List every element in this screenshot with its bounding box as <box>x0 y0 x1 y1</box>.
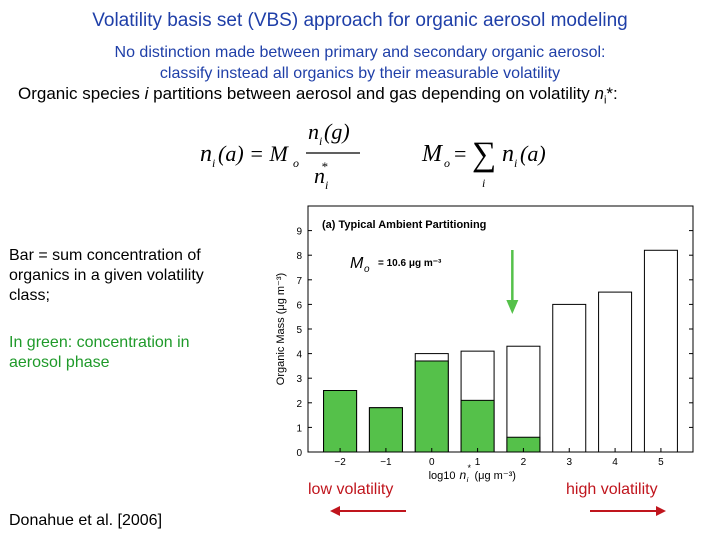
eq2-sigma: ∑ <box>472 136 496 173</box>
x-tick-label: 5 <box>658 457 664 468</box>
total-bar <box>552 303 587 453</box>
eq1-num: n <box>308 119 319 144</box>
y-tick-label: 2 <box>296 399 302 410</box>
partition-text-end: *: <box>606 84 618 103</box>
high-volatility-label: high volatility <box>566 481 658 498</box>
aerosol-bar <box>414 360 449 453</box>
eq2-lhs: M <box>421 141 444 167</box>
y-tick-label: 5 <box>296 325 302 336</box>
y-tick-label: 8 <box>296 251 302 262</box>
chart-title: (a) Typical Ambient Partitioning <box>322 219 486 231</box>
eq2-lhs-sub: o <box>444 156 450 170</box>
partition-statement: Organic species i partitions between aer… <box>18 84 618 106</box>
eq1-num-sub: i <box>319 134 322 148</box>
y-tick-label: 4 <box>296 350 302 361</box>
partition-text-a: Organic species <box>18 84 145 103</box>
x-tick-label: −1 <box>380 457 392 468</box>
equations: n i (a) = M o n i (g) n i * M o = ∑ i n … <box>200 119 546 192</box>
eq2-rhs-sub: i <box>514 156 517 170</box>
x-axis-label-unit: (μg m⁻³) <box>475 470 516 482</box>
partition-text-b: partitions between aerosol and gas depen… <box>148 84 595 103</box>
eq1-lhs-sub: i <box>212 156 215 170</box>
x-tick-label: 2 <box>521 457 527 468</box>
y-axis-label: Organic Mass (μg m⁻³) <box>275 273 287 385</box>
x-axis-label-n: n <box>460 468 467 482</box>
eq1-num-arg: (g) <box>324 119 350 144</box>
total-bar <box>598 291 633 453</box>
partition-text-sub: i <box>603 94 607 107</box>
eq1-M-sub: o <box>293 156 299 170</box>
aerosol-bar <box>460 399 495 453</box>
eq1-den-sup: * <box>321 159 328 174</box>
low-volatility-label: low volatility <box>308 481 394 498</box>
aerosol-bar <box>323 390 358 453</box>
y-tick-label: 9 <box>296 227 302 238</box>
mo-subscript: o <box>364 264 370 275</box>
x-tick-label: 1 <box>475 457 481 468</box>
citation: Donahue et al. [2006] <box>9 512 163 529</box>
mo-value: = 10.6 μg m⁻³ <box>378 258 442 269</box>
eq1-lhs: n <box>200 141 212 167</box>
eq2-equals: = <box>454 141 466 166</box>
subtitle-line-2: classify instead all organics by their m… <box>159 65 561 82</box>
mo-label: M <box>350 255 364 272</box>
total-bar <box>643 249 678 453</box>
partitioning-chart: 0 1 2 3 4 5 6 7 8 9 −2 −1 0 1 2 3 4 5 (a) Typical Ambient … <box>275 205 694 482</box>
eq1-den: n <box>314 163 325 188</box>
green-note: In green: concentration in aerosol phase <box>9 334 190 371</box>
y-tick-label: 7 <box>296 276 302 287</box>
x-tick-label: −2 <box>334 457 346 468</box>
plot-frame <box>307 205 694 453</box>
eq1-den-sub: i <box>325 178 328 192</box>
partition-text-n: n <box>594 84 604 103</box>
eq2-rhs-arg: (a) <box>520 141 546 166</box>
x-tick-label: 4 <box>612 457 618 468</box>
x-axis-label-sub: i <box>467 476 469 482</box>
y-tick-label: 1 <box>296 423 302 434</box>
x-tick-label: 3 <box>566 457 572 468</box>
total-bar <box>506 345 541 453</box>
right-arrow-icon <box>590 506 666 516</box>
bar-note: Bar = sum concentration of organics in a… <box>9 247 204 304</box>
y-tick-label: 0 <box>296 448 302 459</box>
x-tick-label: 0 <box>429 457 435 468</box>
left-arrow-icon <box>330 506 406 516</box>
page-title: Volatility basis set (VBS) approach for … <box>92 10 628 31</box>
y-tick-label: 6 <box>296 300 302 311</box>
x-axis-label-sup: * <box>468 463 472 473</box>
subtitle-line-1: No distinction made between primary and … <box>114 44 606 61</box>
x-axis-label: log10 <box>429 470 456 482</box>
eq2-sigma-sub: i <box>482 176 485 190</box>
eq2-rhs: n <box>502 141 514 167</box>
green-arrow-head <box>506 300 519 314</box>
aerosol-bar <box>368 407 403 453</box>
eq1-lhs-arg: (a) = M <box>218 141 289 166</box>
y-tick-label: 3 <box>296 374 302 385</box>
partition-text-i: i <box>144 84 149 103</box>
